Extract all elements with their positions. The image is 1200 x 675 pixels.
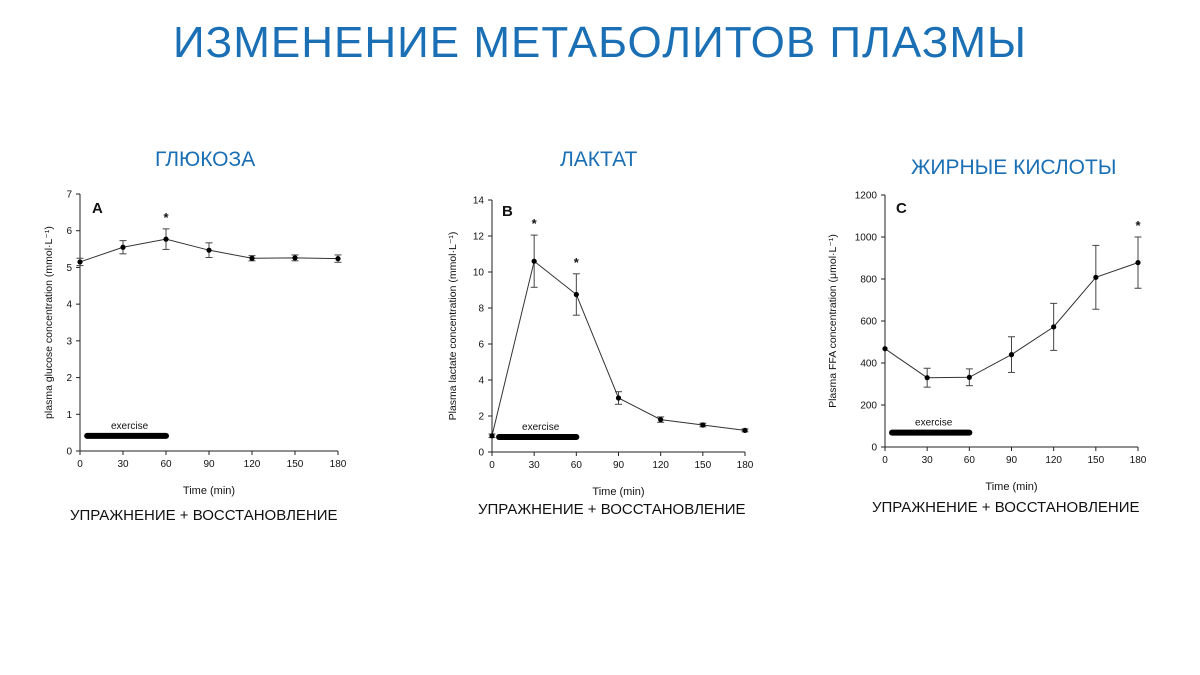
x-tick-label: 0 bbox=[77, 459, 83, 470]
x-tick-label: 30 bbox=[922, 455, 934, 466]
data-point bbox=[163, 236, 169, 242]
chart-lactate: 0 2 4 6 8 10 12 14 0 30 60 90 120 150 180 Time (min) Pla… bbox=[447, 196, 754, 499]
x-tick-label: 30 bbox=[117, 459, 129, 470]
caption-ffa: УПРАЖНЕНИЕ + ВОССТАНОВЛЕНИЕ bbox=[872, 499, 1140, 516]
subtitle-fatty-acids: ЖИРНЫЕ КИСЛОТЫ bbox=[911, 156, 1117, 179]
x-tick-label: 90 bbox=[203, 459, 215, 470]
y-tick-label: 1 bbox=[66, 410, 72, 421]
y-tick-label: 800 bbox=[860, 275, 877, 286]
x-tick-label: 120 bbox=[1045, 455, 1062, 466]
data-point bbox=[1135, 260, 1141, 266]
chart-ffa: 0 200 400 600 800 1000 1200 0 30 60 90 120 150 180 Tim… bbox=[827, 191, 1147, 494]
x-tick-label: 150 bbox=[287, 459, 304, 470]
y-tick-label: 10 bbox=[473, 268, 485, 279]
data-point bbox=[206, 247, 212, 253]
significance-marker: * bbox=[532, 216, 538, 231]
x-tick-label: 90 bbox=[613, 460, 625, 471]
x-tick-label: 150 bbox=[694, 460, 711, 471]
y-tick-label: 400 bbox=[860, 359, 877, 370]
y-tick-label: 4 bbox=[478, 376, 484, 387]
y-tick-label: 6 bbox=[478, 340, 484, 351]
chart-glucose: 0 1 2 3 4 5 6 7 0 30 60 90 120 150 180 Time (min) plasma… bbox=[43, 190, 347, 498]
panel-letter: B bbox=[502, 203, 513, 220]
data-point bbox=[292, 255, 298, 261]
y-tick-label: 0 bbox=[66, 447, 72, 458]
x-tick-label: 0 bbox=[489, 460, 495, 471]
y-tick-label: 7 bbox=[66, 190, 72, 201]
data-point bbox=[658, 417, 664, 423]
y-tick-label: 600 bbox=[860, 317, 877, 328]
series-line bbox=[491, 260, 746, 436]
data-point bbox=[489, 433, 495, 439]
data-point bbox=[335, 256, 341, 262]
y-axis-label: Plasma lactate concentration (mmol·L⁻¹) bbox=[447, 232, 459, 421]
y-tick-label: 6 bbox=[66, 226, 72, 237]
significance-marker: * bbox=[1135, 218, 1141, 233]
x-axis-label: Time (min) bbox=[183, 485, 235, 497]
y-tick-label: 14 bbox=[473, 196, 485, 207]
y-tick-label: 2 bbox=[66, 373, 72, 384]
x-tick-label: 180 bbox=[737, 460, 754, 471]
panel-letter: C bbox=[896, 200, 907, 217]
data-point bbox=[77, 259, 83, 265]
y-tick-label: 3 bbox=[66, 336, 72, 347]
x-tick-label: 120 bbox=[244, 459, 261, 470]
subtitle-lactate: ЛАКТАТ bbox=[560, 148, 638, 171]
exercise-label: exercise bbox=[111, 421, 149, 432]
y-tick-label: 0 bbox=[478, 448, 484, 459]
y-tick-label: 1000 bbox=[855, 233, 878, 244]
data-point bbox=[924, 375, 930, 381]
x-tick-label: 180 bbox=[1130, 455, 1147, 466]
data-point bbox=[573, 291, 579, 298]
y-tick-label: 200 bbox=[860, 401, 877, 412]
slide-title: ИЗМЕНЕНИЕ МЕТАБОЛИТОВ ПЛАЗМЫ bbox=[173, 18, 1027, 67]
y-axis-label: plasma glucose concentration (mmol·L⁻¹) bbox=[43, 226, 55, 419]
x-tick-label: 150 bbox=[1087, 455, 1104, 466]
data-point bbox=[1008, 352, 1015, 358]
y-axis-label: Plasma FFA concentration (μmol·L⁻¹) bbox=[827, 234, 839, 408]
x-axis-label: Time (min) bbox=[985, 481, 1037, 493]
x-tick-label: 60 bbox=[160, 459, 172, 470]
y-tick-label: 4 bbox=[66, 300, 72, 311]
exercise-label: exercise bbox=[915, 418, 953, 429]
data-point bbox=[882, 346, 888, 352]
exercise-label: exercise bbox=[522, 422, 560, 433]
y-tick-label: 1200 bbox=[855, 191, 878, 202]
y-tick-label: 8 bbox=[478, 304, 484, 315]
y-tick-label: 12 bbox=[473, 232, 485, 243]
significance-marker: * bbox=[574, 255, 580, 270]
x-axis-label: Time (min) bbox=[592, 486, 644, 498]
data-point bbox=[742, 427, 748, 433]
data-point bbox=[1051, 324, 1057, 330]
x-tick-label: 180 bbox=[330, 459, 347, 470]
y-tick-label: 2 bbox=[478, 412, 484, 423]
y-tick-label: 5 bbox=[66, 263, 72, 274]
data-point bbox=[1093, 274, 1099, 280]
x-tick-label: 90 bbox=[1006, 455, 1018, 466]
data-point bbox=[615, 395, 622, 401]
x-tick-label: 120 bbox=[652, 460, 669, 471]
x-tick-label: 60 bbox=[964, 455, 976, 466]
data-point bbox=[966, 374, 972, 380]
y-tick-label: 0 bbox=[871, 443, 877, 454]
x-tick-label: 30 bbox=[529, 460, 541, 471]
caption-glucose: УПРАЖНЕНИЕ + ВОССТАНОВЛЕНИЕ bbox=[70, 507, 338, 524]
data-point bbox=[120, 244, 126, 250]
data-point bbox=[531, 258, 537, 264]
data-point bbox=[700, 422, 706, 428]
significance-marker: * bbox=[163, 210, 169, 225]
x-tick-label: 60 bbox=[571, 460, 583, 471]
panel-letter: A bbox=[92, 200, 103, 217]
subtitle-glucose: ГЛЮКОЗА bbox=[155, 148, 256, 171]
x-tick-label: 0 bbox=[882, 455, 888, 466]
data-point bbox=[249, 255, 255, 261]
caption-lactate: УПРАЖНЕНИЕ + ВОССТАНОВЛЕНИЕ bbox=[478, 501, 746, 518]
